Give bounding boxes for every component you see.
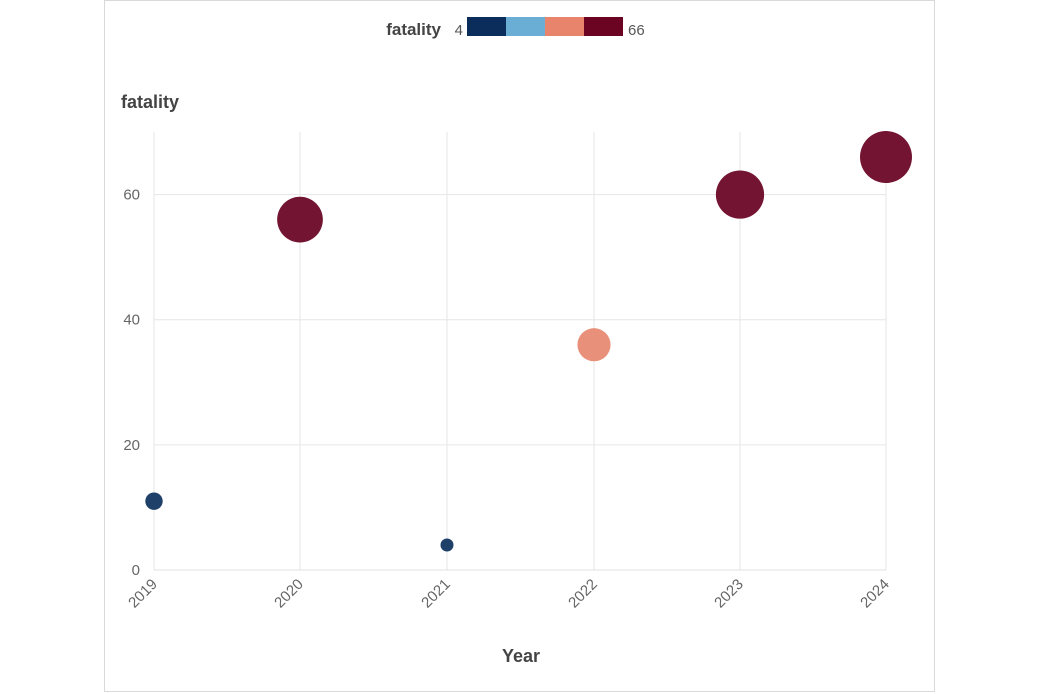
x-axis-ticks: 2019 2020 2021 2022 2023 2024: [125, 576, 893, 612]
legend-title: fatality: [386, 20, 441, 39]
legend-min-label: 4: [455, 22, 463, 39]
data-points: [145, 131, 912, 552]
data-point[interactable]: [577, 328, 611, 362]
x-tick-label: 2024: [857, 576, 893, 612]
color-legend: fatality 4 66: [386, 17, 645, 39]
legend-max-label: 66: [628, 22, 645, 39]
legend-gradient: [467, 17, 623, 36]
gridlines: [153, 132, 887, 571]
chart-frame: [104, 0, 935, 692]
y-tick-label: 0: [132, 562, 140, 579]
legend-swatch: [506, 17, 545, 36]
data-point[interactable]: [860, 131, 912, 184]
y-axis-ticks: 0 20 40 60: [123, 187, 140, 579]
x-tick-label: 2023: [711, 576, 747, 612]
x-tick-label: 2019: [125, 576, 161, 612]
y-axis-title: fatality: [121, 92, 179, 112]
legend-swatch: [545, 17, 584, 36]
x-axis-title: Year: [502, 646, 540, 666]
x-tick-label: 2022: [565, 576, 601, 612]
y-tick-label: 20: [123, 437, 140, 454]
data-point[interactable]: [440, 538, 454, 552]
legend-swatch: [584, 17, 623, 36]
x-tick-label: 2020: [271, 576, 307, 612]
y-tick-label: 60: [123, 187, 140, 204]
data-point[interactable]: [715, 170, 765, 219]
data-point[interactable]: [277, 196, 323, 243]
legend-swatch: [467, 17, 506, 36]
x-tick-label: 2021: [418, 576, 454, 612]
y-tick-label: 40: [123, 312, 140, 329]
data-point[interactable]: [145, 492, 163, 510]
